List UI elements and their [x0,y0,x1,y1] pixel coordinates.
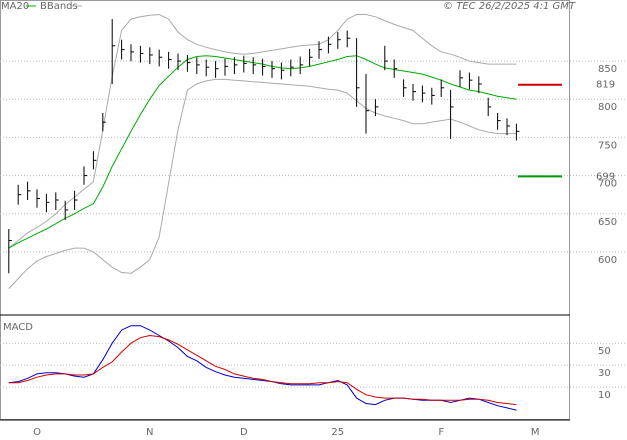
band-lower [8,78,517,289]
y-tick-label: 750 [598,140,617,151]
x-tick-label: O [33,427,41,438]
x-tick-label: F [438,427,444,438]
x-tick-label: M [531,427,540,438]
y-tick-label: 850 [598,64,617,75]
macd-line [8,325,517,411]
y-tick-label: 10 [598,390,611,401]
level-label: 819 [596,80,615,91]
y-tick-label: 800 [598,102,617,113]
level-label: 699 [596,171,615,182]
ma-line [8,55,517,249]
source: © TEC 26/2/2025 4:1 GMT [443,1,576,12]
band-upper [8,13,517,249]
x-tick-label: 25 [331,427,344,438]
y-tick-label: 600 [598,255,617,266]
y-tick-label: 650 [598,217,617,228]
y-tick-label: 30 [598,368,611,379]
x-tick-label: D [240,427,248,438]
x-tick-label: N [146,427,153,438]
panel-title: MACD [3,322,33,333]
y-tick-label: 50 [598,346,611,357]
legend-entry: BBands [40,1,78,12]
legend-entry: MA20 [1,1,29,12]
y-tick-label: 700 [598,179,617,190]
macd-line [8,334,517,406]
